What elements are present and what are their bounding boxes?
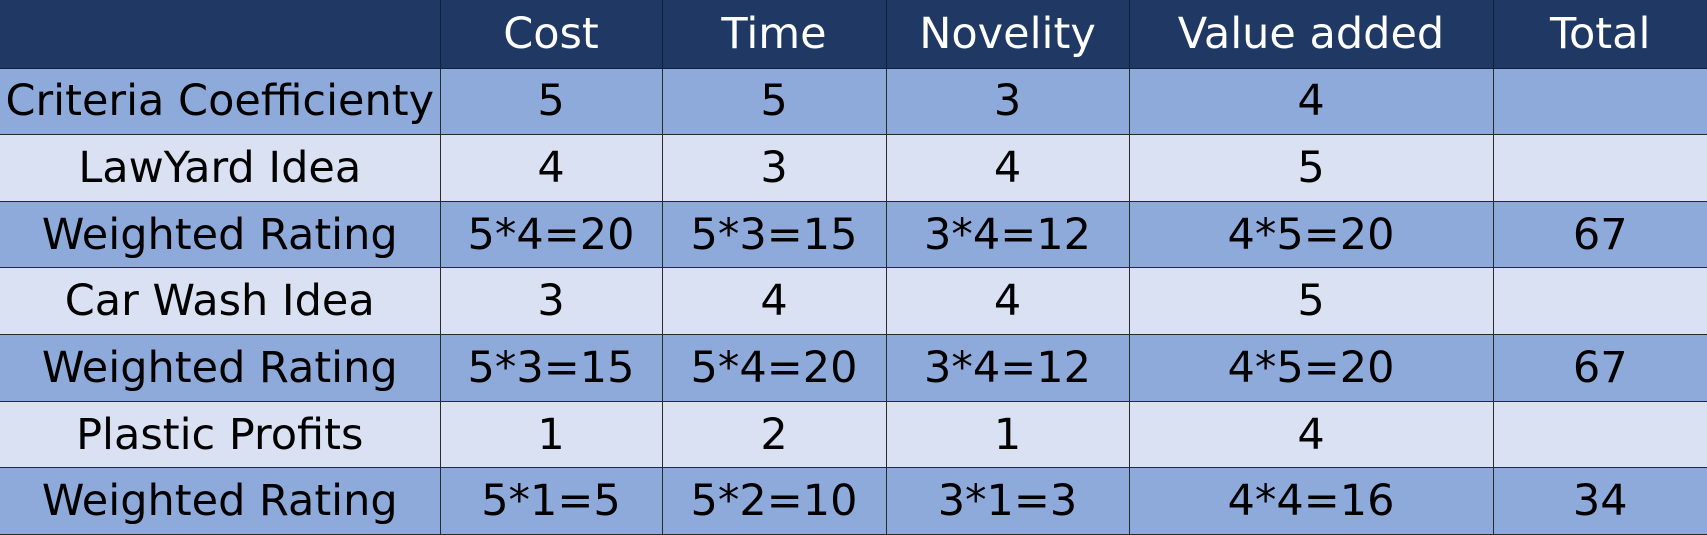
header-cell-value-added: Value added — [1129, 0, 1494, 69]
novelity-cell: 3*1=3 — [886, 467, 1130, 535]
header-cell-novelity: Novelity — [886, 0, 1130, 69]
total-cell — [1493, 134, 1707, 202]
row-label: Plastic Profits — [0, 401, 441, 469]
novelity-cell: 3*4=12 — [886, 334, 1130, 402]
novelity-cell: 4 — [886, 267, 1130, 336]
header-cell-blank — [0, 0, 441, 69]
cost-cell: 4 — [440, 134, 663, 202]
table-row: LawYard Idea 4 3 4 5 — [0, 134, 1707, 202]
total-cell — [1493, 401, 1707, 469]
total-cell — [1493, 267, 1707, 336]
time-cell: 5*2=10 — [662, 467, 887, 535]
time-cell: 3 — [662, 134, 887, 202]
novelity-cell: 3 — [886, 68, 1130, 136]
novelity-cell: 4 — [886, 134, 1130, 202]
row-label: Weighted Rating — [0, 201, 441, 269]
total-cell — [1493, 68, 1707, 136]
value-added-cell: 5 — [1129, 267, 1494, 336]
cost-cell: 5*1=5 — [440, 467, 663, 535]
novelity-cell: 1 — [886, 401, 1130, 469]
novelity-cell: 3*4=12 — [886, 201, 1130, 269]
cost-cell: 5 — [440, 68, 663, 136]
header-row: Cost Time Novelity Value added Total — [0, 0, 1707, 69]
cost-cell: 5*4=20 — [440, 201, 663, 269]
time-cell: 2 — [662, 401, 887, 469]
header-cell-cost: Cost — [440, 0, 663, 69]
table-row: Criteria Coefficienty 5 5 3 4 — [0, 68, 1707, 136]
cost-cell: 1 — [440, 401, 663, 469]
header-cell-time: Time — [662, 0, 887, 69]
table-row: Weighted Rating 5*1=5 5*2=10 3*1=3 4*4=1… — [0, 467, 1707, 535]
time-cell: 5*3=15 — [662, 201, 887, 269]
row-label: Weighted Rating — [0, 334, 441, 402]
cost-cell: 3 — [440, 267, 663, 336]
value-added-cell: 4 — [1129, 401, 1494, 469]
table-row: Plastic Profits 1 2 1 4 — [0, 401, 1707, 469]
value-added-cell: 4*4=16 — [1129, 467, 1494, 535]
value-added-cell: 4*5=20 — [1129, 201, 1494, 269]
row-label: Criteria Coefficienty — [0, 68, 441, 136]
total-cell: 67 — [1493, 334, 1707, 402]
cost-cell: 5*3=15 — [440, 334, 663, 402]
total-cell: 34 — [1493, 467, 1707, 535]
time-cell: 5*4=20 — [662, 334, 887, 402]
row-label: LawYard Idea — [0, 134, 441, 202]
row-label: Weighted Rating — [0, 467, 441, 535]
table-row: Weighted Rating 5*3=15 5*4=20 3*4=12 4*5… — [0, 334, 1707, 402]
value-added-cell: 4*5=20 — [1129, 334, 1494, 402]
table-row: Car Wash Idea 3 4 4 5 — [0, 267, 1707, 336]
time-cell: 4 — [662, 267, 887, 336]
time-cell: 5 — [662, 68, 887, 136]
value-added-cell: 5 — [1129, 134, 1494, 202]
header-cell-total: Total — [1493, 0, 1707, 69]
value-added-cell: 4 — [1129, 68, 1494, 136]
total-cell: 67 — [1493, 201, 1707, 269]
row-label: Car Wash Idea — [0, 267, 441, 336]
table-row: Weighted Rating 5*4=20 5*3=15 3*4=12 4*5… — [0, 201, 1707, 269]
